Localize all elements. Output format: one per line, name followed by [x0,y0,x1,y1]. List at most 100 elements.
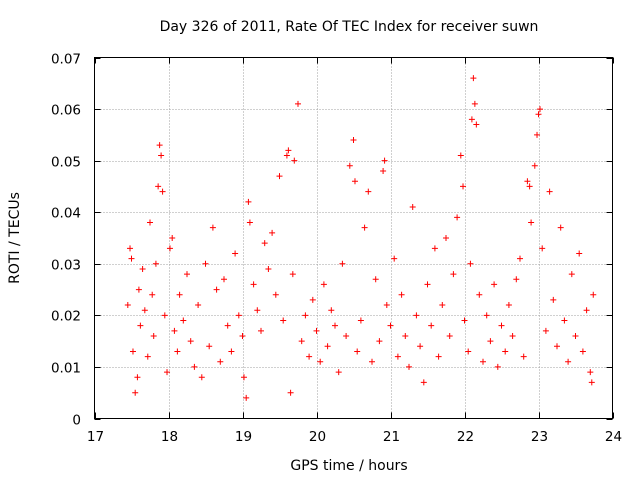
data-point [155,183,162,190]
data-point [158,152,165,159]
data-point [206,343,213,350]
data-point [127,245,134,252]
data-point [239,332,246,339]
data-point [161,312,168,319]
data-point [269,229,276,236]
data-point [446,332,453,339]
data-point [554,343,560,350]
data-point [180,317,187,324]
data-point [494,363,501,370]
data-point [221,276,227,283]
data-point [137,322,144,329]
data-point [149,291,156,298]
data-point [402,332,409,339]
data-point [473,121,480,128]
data-point [365,188,372,195]
data-point [339,260,346,267]
data-point [191,363,198,370]
data-point [520,353,527,360]
data-point [536,106,543,113]
x-tick-label: 19 [235,429,252,445]
data-point [280,317,287,324]
y-tick-label: 0.06 [51,103,81,119]
data-point [588,379,595,386]
data-point [209,224,216,231]
data-point [298,338,305,345]
data-point [470,75,477,82]
data-point [150,332,157,339]
data-point [450,271,457,278]
data-point [285,147,292,154]
scatter-points [124,75,597,401]
data-point [465,348,472,355]
data-point [491,281,498,288]
data-point [531,162,538,169]
data-point [289,271,296,278]
x-axis-tick-labels: 17 18 19 20 21 22 23 24 [87,429,622,445]
data-point [413,312,420,319]
data-point [583,307,590,314]
data-point [424,281,431,288]
data-point [454,214,461,221]
y-tick-label: 0.03 [51,258,81,274]
data-point [383,302,390,309]
data-point [387,322,394,329]
data-point [561,317,568,324]
data-point [517,255,523,262]
data-point [394,353,401,360]
data-point [542,327,549,334]
x-axis-label: GPS time / hours [290,458,407,474]
data-point [467,260,474,267]
data-point [139,265,146,272]
data-point [174,348,181,355]
data-point [428,322,435,329]
data-point [144,353,151,360]
data-point [391,255,398,262]
data-point [372,276,379,283]
data-point [417,343,424,350]
data-point [187,338,194,345]
data-point [579,348,586,355]
data-point [335,369,342,376]
data-point [213,286,220,293]
series-suwn [124,75,597,401]
data-point [343,332,350,339]
data-point [164,369,171,376]
data-point [351,178,358,185]
data-point [320,281,327,288]
data-point [129,348,136,355]
data-point [534,131,541,138]
data-point [476,291,483,298]
x-tick-label: 21 [383,429,400,445]
data-point [224,322,231,329]
data-point [483,312,490,319]
y-tick-label: 0.05 [51,155,81,171]
data-point [498,322,505,329]
data-point [324,343,331,350]
x-tick-label: 17 [87,429,104,445]
data-point [313,327,320,334]
data-point [184,271,190,278]
data-point [124,302,131,309]
data-point [232,250,239,257]
data-point [505,302,512,309]
data-point [460,183,467,190]
x-tick-label: 24 [605,429,622,445]
data-point [509,332,516,339]
data-point [590,291,597,298]
data-point [546,188,553,195]
data-point [171,327,178,334]
data-point [526,183,533,190]
data-point [346,162,353,169]
data-point [128,255,135,262]
data-point [295,100,301,107]
data-point [265,265,272,272]
data-point [258,327,264,334]
data-point [439,302,446,309]
data-point [443,235,449,241]
data-point [550,296,557,303]
data-point [576,250,583,257]
data-point [539,245,546,252]
data-point [141,307,148,314]
